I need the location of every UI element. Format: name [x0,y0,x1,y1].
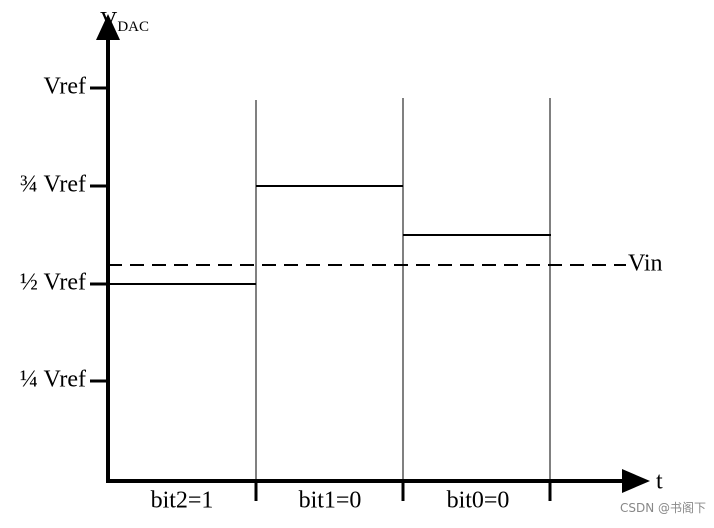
y-ticks [90,86,108,383]
dac-steps [108,185,551,285]
x-axis-label: t [656,469,663,495]
y-arrow [96,14,120,40]
level-label: Vref [43,74,86,100]
watermark: CSDN @书阁下 [620,501,706,515]
y-axis-label: VDAC [100,8,149,36]
x-arrow [622,469,650,493]
level-label: ¼ Vref [20,367,86,393]
x-ticks [254,481,552,501]
vin-label: Vin [628,251,663,277]
y-label-sub: DAC [117,19,149,35]
bit-label: bit0=0 [447,488,510,514]
level-label: ½ Vref [20,270,86,296]
y-label-main: V [100,8,118,34]
bit-label: bit2=1 [151,488,214,514]
dividers [255,98,551,481]
level-label: ¾ Vref [20,172,86,198]
bit-label: bit1=0 [299,488,362,514]
